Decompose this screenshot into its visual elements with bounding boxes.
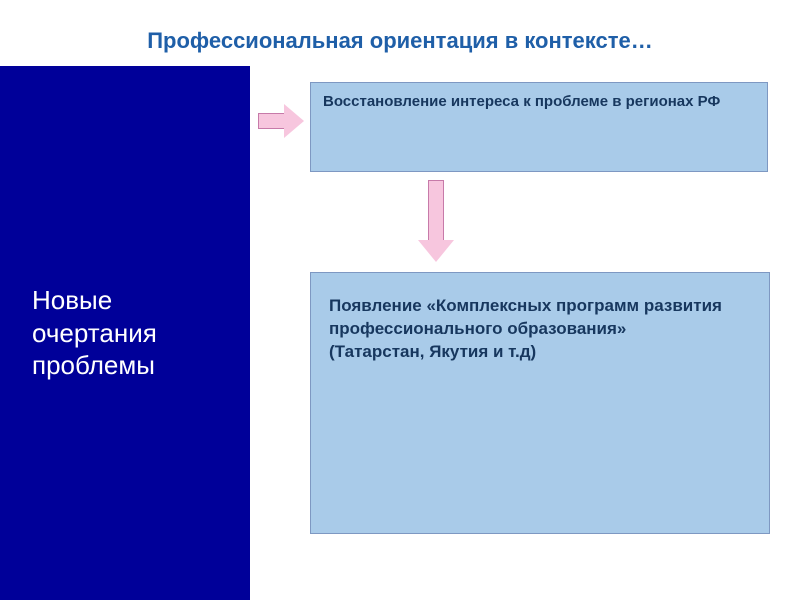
arrow-right-icon — [258, 104, 304, 138]
left-panel: Новые очертания проблемы — [0, 66, 250, 600]
arrow-shaft — [428, 180, 444, 242]
box-top: Восстановление интереса к проблеме в рег… — [310, 82, 768, 172]
box-bottom: Появление «Комплексных программ развития… — [310, 272, 770, 534]
arrow-head — [284, 104, 304, 138]
arrow-shaft — [258, 113, 286, 129]
box-bottom-text: Появление «Комплексных программ развития… — [329, 295, 751, 364]
box-top-text: Восстановление интереса к проблеме в рег… — [323, 93, 755, 110]
arrow-head — [418, 240, 454, 262]
left-panel-text: Новые очертания проблемы — [32, 284, 240, 382]
slide-title: Профессиональная ориентация в контексте… — [0, 28, 800, 54]
arrow-down-icon — [418, 180, 454, 264]
